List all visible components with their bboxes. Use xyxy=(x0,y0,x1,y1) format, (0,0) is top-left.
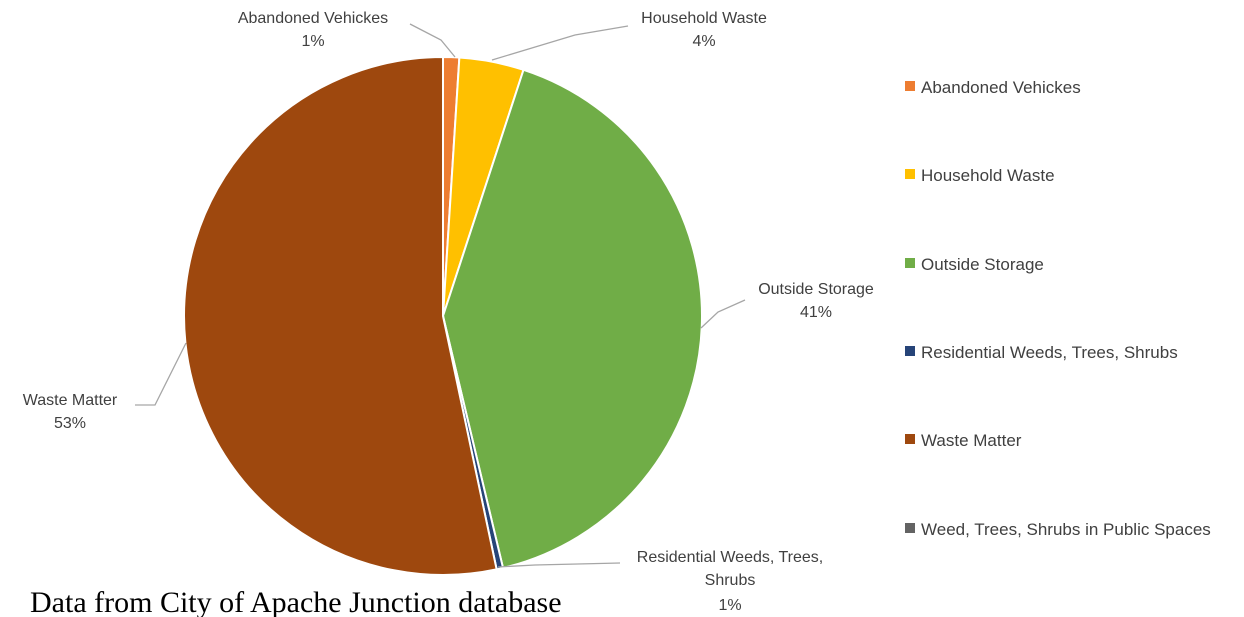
label-residential-weeds-value: 1% xyxy=(718,597,741,614)
label-residential-weeds-line1: Residential Weeds, Trees, xyxy=(637,549,823,566)
label-residential-weeds-line2: Shrubs xyxy=(705,572,756,589)
label-abandoned-vehickes-name: Abandoned Vehickes xyxy=(238,10,388,27)
label-household-waste-value: 4% xyxy=(692,33,715,50)
legend-swatch-household-waste xyxy=(905,169,915,179)
legend-label-residential-weeds: Residential Weeds, Trees, Shrubs xyxy=(921,343,1178,362)
legend-label-waste-matter: Waste Matter xyxy=(921,431,1022,450)
leader-household-waste xyxy=(491,25,629,61)
legend-label-abandoned-vehickes: Abandoned Vehickes xyxy=(921,78,1081,97)
label-outside-storage-value: 41% xyxy=(800,304,832,321)
label-abandoned-vehickes-value: 1% xyxy=(301,33,324,50)
legend-swatch-waste-matter xyxy=(905,434,915,444)
legend-label-household-waste: Household Waste xyxy=(921,166,1055,185)
legend-label-outside-storage: Outside Storage xyxy=(921,255,1044,274)
label-waste-matter-name: Waste Matter xyxy=(23,392,118,409)
legend-swatch-residential-weeds xyxy=(905,346,915,356)
legend: Abandoned Vehickes Household Waste Outsi… xyxy=(905,78,1211,539)
label-waste-matter-value: 53% xyxy=(54,415,86,432)
legend-swatch-abandoned-vehickes xyxy=(905,81,915,91)
legend-label-public-spaces: Weed, Trees, Shrubs in Public Spaces xyxy=(921,520,1211,539)
label-household-waste-name: Household Waste xyxy=(641,10,767,27)
leader-residential-weeds xyxy=(497,562,621,568)
leader-abandoned-vehickes xyxy=(409,23,456,58)
leader-outside-storage xyxy=(700,299,746,329)
label-outside-storage-name: Outside Storage xyxy=(758,281,874,298)
pie-slices xyxy=(183,55,703,576)
legend-swatch-outside-storage xyxy=(905,258,915,268)
legend-swatch-public-spaces xyxy=(905,523,915,533)
source-annotation: Data from City of Apache Junction databa… xyxy=(30,586,562,617)
leader-waste-matter xyxy=(135,342,187,406)
